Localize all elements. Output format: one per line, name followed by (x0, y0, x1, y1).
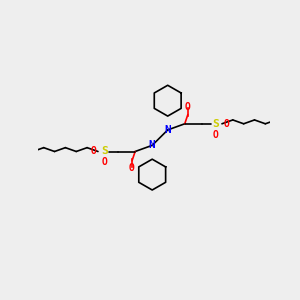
Text: O: O (213, 130, 219, 140)
Text: S: S (212, 119, 219, 129)
Text: O: O (101, 157, 107, 167)
Text: O: O (224, 119, 230, 129)
Text: O: O (90, 146, 96, 157)
Text: N: N (164, 125, 171, 135)
Text: O: O (129, 164, 135, 173)
Text: S: S (101, 146, 107, 157)
Text: O: O (185, 102, 191, 112)
Text: N: N (149, 140, 156, 150)
